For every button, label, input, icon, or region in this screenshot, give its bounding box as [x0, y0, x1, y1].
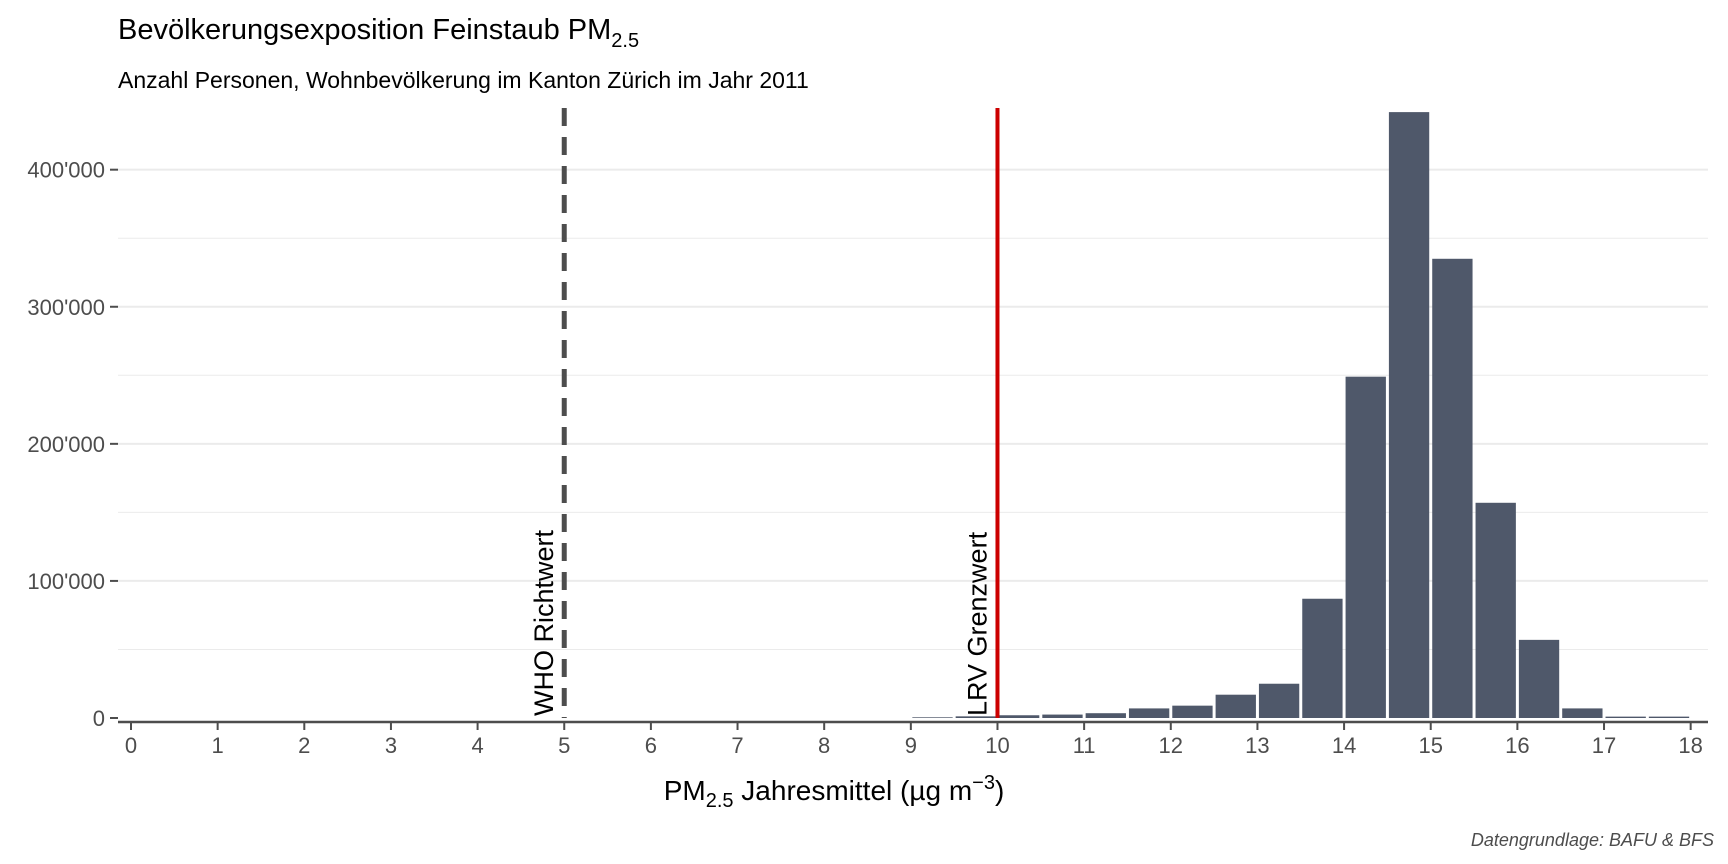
y-tick-label: 400'000	[27, 158, 105, 183]
bar	[1605, 716, 1646, 718]
x-tick-label: 17	[1592, 733, 1616, 758]
chart-subtitle: Anzahl Personen, Wohnbevölkerung im Kant…	[118, 67, 809, 93]
x-tick-label: 4	[471, 733, 483, 758]
x-tick-label: 0	[125, 733, 137, 758]
x-tick-label: 16	[1505, 733, 1529, 758]
x-tick-label: 13	[1245, 733, 1269, 758]
bar	[1085, 713, 1126, 718]
bar	[1648, 716, 1690, 718]
reference-line-label: LRV Grenzwert	[962, 531, 992, 716]
x-tick-label: 3	[385, 733, 397, 758]
bar	[1215, 694, 1256, 718]
bar	[1302, 598, 1343, 718]
chart-title: Bevölkerungsexposition Feinstaub PM2.5	[118, 14, 639, 52]
bars	[912, 112, 1690, 718]
bar	[1042, 714, 1083, 718]
reference-line-label: WHO Richtwert	[529, 529, 559, 716]
bar	[1172, 705, 1213, 718]
bar	[1345, 376, 1386, 718]
bar	[955, 716, 996, 718]
y-tick-label: 200'000	[27, 432, 105, 457]
x-tick-label: 7	[731, 733, 743, 758]
x-tick-label: 9	[905, 733, 917, 758]
bar	[912, 717, 953, 718]
x-tick-label: 15	[1418, 733, 1442, 758]
x-tick-label: 12	[1159, 733, 1183, 758]
x-tick-label: 8	[818, 733, 830, 758]
axes: 0 1 2 3 4 5 6 7 8 9 10 11 12 13 14 15 16 17 180100'000200'…	[27, 158, 1708, 758]
y-tick-label: 300'000	[27, 295, 105, 320]
bar	[1562, 708, 1603, 718]
y-tick-label: 100'000	[27, 569, 105, 594]
bar	[1388, 112, 1430, 718]
x-axis-label: PM2.5 Jahresmittel (µg m−3)	[664, 772, 1005, 812]
x-tick-label: 14	[1332, 733, 1356, 758]
x-tick-label: 10	[985, 733, 1009, 758]
x-tick-label: 2	[298, 733, 310, 758]
x-tick-label: 5	[558, 733, 570, 758]
y-tick-label: 0	[93, 706, 105, 731]
x-tick-label: 11	[1073, 733, 1096, 758]
bar	[1128, 708, 1170, 718]
x-tick-label: 18	[1678, 733, 1702, 758]
reference-lines: WHO Richtwert LRV Grenzwert	[529, 108, 1000, 718]
bar	[998, 715, 1040, 718]
x-tick-label: 6	[645, 733, 657, 758]
bar	[1258, 683, 1300, 718]
bar	[1518, 639, 1560, 718]
caption: Datengrundlage: BAFU & BFS	[1471, 830, 1714, 850]
bar	[1475, 502, 1516, 718]
x-tick-label: 1	[212, 733, 224, 758]
bar	[1432, 258, 1473, 718]
